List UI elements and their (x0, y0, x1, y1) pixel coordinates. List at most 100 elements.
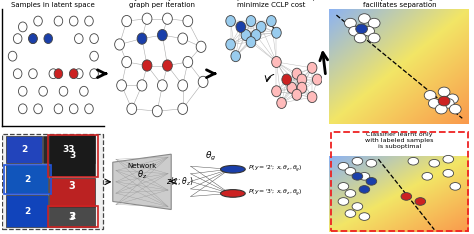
Circle shape (368, 18, 380, 28)
Circle shape (272, 27, 281, 38)
Circle shape (18, 104, 27, 114)
Circle shape (449, 104, 461, 114)
Text: Network: Network (128, 163, 156, 169)
Circle shape (90, 69, 99, 79)
Circle shape (428, 99, 440, 108)
Circle shape (163, 13, 173, 24)
Circle shape (251, 30, 261, 41)
Title: Capture structure via LP,
minimize CCLP cost: Capture structure via LP, minimize CCLP … (228, 0, 315, 7)
Circle shape (277, 97, 286, 108)
Circle shape (54, 69, 63, 79)
Text: Classifier learnt only
with labeled samples
is suboptimal: Classifier learnt only with labeled samp… (365, 132, 434, 149)
Circle shape (69, 104, 78, 114)
Circle shape (297, 82, 307, 93)
Circle shape (28, 69, 37, 79)
Circle shape (272, 86, 281, 97)
Circle shape (401, 193, 411, 200)
Circle shape (157, 80, 167, 91)
Circle shape (183, 56, 193, 68)
Circle shape (178, 33, 188, 44)
Circle shape (241, 30, 251, 41)
Circle shape (142, 60, 152, 71)
Circle shape (352, 157, 363, 165)
Circle shape (307, 62, 317, 73)
Circle shape (90, 34, 99, 44)
Circle shape (28, 34, 37, 44)
Circle shape (408, 157, 419, 165)
Bar (48, 206, 98, 227)
Title: Dynamically create
graph per iteration: Dynamically create graph per iteration (128, 0, 196, 7)
Circle shape (359, 186, 370, 193)
Circle shape (69, 16, 78, 26)
Title: Samples in latent space: Samples in latent space (11, 2, 95, 7)
Bar (6, 165, 48, 194)
Circle shape (34, 16, 42, 26)
Circle shape (69, 69, 78, 79)
Circle shape (366, 159, 377, 167)
Circle shape (44, 34, 53, 44)
Circle shape (355, 33, 366, 43)
Polygon shape (113, 154, 171, 209)
Text: 3: 3 (69, 151, 75, 160)
Circle shape (438, 87, 450, 97)
Bar (49, 178, 95, 206)
Circle shape (198, 76, 208, 88)
Circle shape (34, 104, 42, 114)
Bar (6, 195, 48, 227)
Text: $z(x;\theta_z)$: $z(x;\theta_z)$ (165, 175, 193, 188)
Text: 3: 3 (69, 181, 75, 191)
Circle shape (137, 80, 147, 91)
Circle shape (74, 69, 83, 79)
Text: 3: 3 (69, 212, 75, 222)
Circle shape (220, 165, 245, 173)
Circle shape (183, 15, 193, 27)
FancyBboxPatch shape (2, 134, 103, 229)
Circle shape (80, 86, 88, 96)
Circle shape (152, 106, 162, 117)
Bar (49, 206, 95, 227)
Circle shape (447, 94, 458, 104)
Circle shape (338, 198, 349, 205)
Circle shape (157, 29, 167, 41)
Circle shape (292, 89, 301, 100)
Title: Compact clustering
facilitates separation: Compact clustering facilitates separatio… (363, 0, 436, 7)
Circle shape (178, 80, 188, 91)
Circle shape (422, 172, 433, 180)
Circle shape (312, 74, 322, 85)
Circle shape (442, 99, 454, 108)
Circle shape (358, 14, 370, 23)
Circle shape (352, 172, 363, 180)
Circle shape (85, 104, 93, 114)
Text: 33: 33 (63, 145, 75, 154)
Circle shape (226, 39, 236, 50)
Circle shape (429, 159, 439, 167)
Circle shape (307, 92, 317, 103)
Bar (6, 136, 42, 163)
Text: $\theta_z$: $\theta_z$ (137, 168, 147, 181)
Circle shape (272, 56, 281, 67)
Text: 2: 2 (24, 175, 30, 184)
Circle shape (142, 13, 152, 24)
Circle shape (443, 169, 454, 177)
Circle shape (352, 203, 363, 210)
Circle shape (266, 15, 276, 26)
Circle shape (359, 172, 370, 180)
Circle shape (359, 213, 370, 220)
Circle shape (438, 96, 450, 106)
Circle shape (220, 190, 245, 197)
Circle shape (368, 33, 380, 43)
Bar (4, 165, 51, 194)
Circle shape (338, 162, 349, 170)
Circle shape (226, 15, 236, 26)
Text: 2: 2 (24, 207, 30, 216)
Circle shape (28, 34, 37, 44)
Text: 2: 2 (21, 145, 27, 154)
Circle shape (436, 104, 447, 114)
Circle shape (13, 69, 22, 79)
Text: $P(y='3';\, x, \theta_z, \theta_g)$: $P(y='3';\, x, \theta_z, \theta_g)$ (247, 188, 302, 199)
Circle shape (345, 190, 356, 197)
Circle shape (287, 82, 297, 93)
Circle shape (59, 86, 68, 96)
Circle shape (90, 51, 99, 61)
Circle shape (122, 15, 132, 27)
